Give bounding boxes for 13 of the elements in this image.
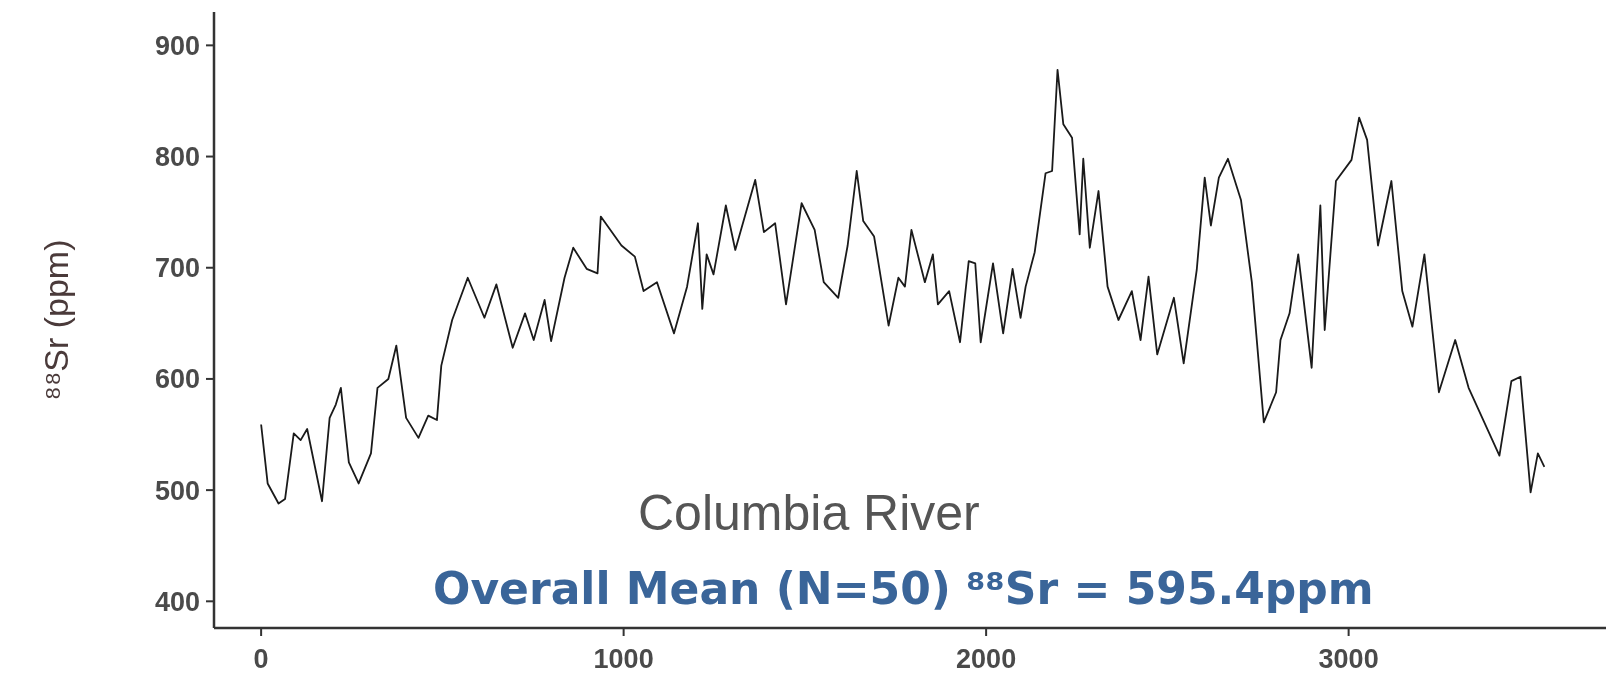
y-tick-label: 400	[154, 586, 200, 617]
x-tick-label: 1000	[593, 644, 654, 674]
y-tick-label: 800	[154, 142, 200, 172]
y-tick-label: 500	[154, 475, 200, 506]
x-tick-label: 2000	[956, 644, 1017, 674]
annotation: Overall Mean (N=50) ⁸⁸Sr = 595.4ppm	[433, 563, 1374, 614]
annotation: Columbia River	[638, 485, 980, 541]
y-tick-label: 900	[154, 30, 200, 61]
x-tick-label: 3000	[1318, 644, 1379, 674]
x-tick-label: 0	[253, 644, 269, 674]
y-axis-title: ⁸⁸Sr (ppm)	[37, 239, 75, 401]
y-tick-label: 700	[154, 253, 200, 284]
y-tick-label: 600	[154, 364, 200, 395]
